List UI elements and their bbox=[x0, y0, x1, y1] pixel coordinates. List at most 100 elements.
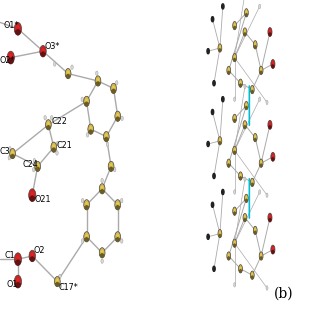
Wedge shape bbox=[259, 256, 263, 260]
Wedge shape bbox=[272, 247, 274, 250]
Text: O1: O1 bbox=[6, 280, 18, 289]
Text: O3*: O3* bbox=[45, 42, 60, 51]
Wedge shape bbox=[234, 148, 236, 150]
Wedge shape bbox=[56, 279, 59, 282]
Circle shape bbox=[59, 283, 62, 288]
Circle shape bbox=[259, 252, 263, 260]
Wedge shape bbox=[269, 215, 271, 218]
Wedge shape bbox=[84, 205, 89, 210]
Text: O2: O2 bbox=[33, 246, 45, 255]
Circle shape bbox=[115, 232, 121, 242]
Text: C1: C1 bbox=[4, 252, 15, 260]
Circle shape bbox=[218, 44, 222, 52]
Wedge shape bbox=[11, 151, 14, 154]
Wedge shape bbox=[244, 123, 246, 125]
Circle shape bbox=[84, 96, 89, 107]
Circle shape bbox=[250, 178, 254, 187]
Circle shape bbox=[243, 121, 247, 129]
Wedge shape bbox=[234, 241, 236, 243]
Wedge shape bbox=[244, 106, 248, 110]
Circle shape bbox=[108, 161, 114, 172]
Circle shape bbox=[8, 156, 11, 160]
Circle shape bbox=[121, 116, 123, 121]
Circle shape bbox=[213, 81, 215, 86]
Circle shape bbox=[81, 198, 84, 203]
Wedge shape bbox=[16, 278, 20, 282]
Wedge shape bbox=[234, 23, 236, 26]
Circle shape bbox=[96, 71, 98, 76]
Circle shape bbox=[268, 213, 272, 222]
Circle shape bbox=[234, 283, 236, 287]
Circle shape bbox=[71, 65, 73, 69]
Wedge shape bbox=[228, 68, 230, 70]
Wedge shape bbox=[10, 154, 15, 159]
Wedge shape bbox=[251, 87, 253, 90]
Wedge shape bbox=[259, 70, 263, 75]
Wedge shape bbox=[233, 211, 236, 215]
Circle shape bbox=[29, 250, 36, 262]
Wedge shape bbox=[245, 196, 247, 198]
Circle shape bbox=[120, 198, 123, 203]
Circle shape bbox=[35, 161, 41, 172]
Wedge shape bbox=[85, 234, 88, 237]
Wedge shape bbox=[85, 202, 88, 205]
Circle shape bbox=[54, 276, 60, 287]
Wedge shape bbox=[218, 234, 222, 238]
Wedge shape bbox=[55, 282, 60, 287]
Circle shape bbox=[244, 101, 248, 110]
Wedge shape bbox=[97, 78, 100, 81]
Circle shape bbox=[59, 274, 61, 279]
Wedge shape bbox=[251, 182, 254, 187]
Circle shape bbox=[239, 79, 243, 87]
Wedge shape bbox=[36, 164, 39, 166]
Circle shape bbox=[239, 172, 243, 180]
Wedge shape bbox=[268, 218, 272, 222]
Wedge shape bbox=[244, 30, 246, 32]
Wedge shape bbox=[233, 150, 236, 155]
Circle shape bbox=[53, 62, 56, 66]
Circle shape bbox=[271, 152, 275, 161]
Wedge shape bbox=[112, 86, 115, 88]
Wedge shape bbox=[16, 256, 20, 259]
Wedge shape bbox=[251, 275, 254, 279]
Wedge shape bbox=[100, 189, 105, 194]
Wedge shape bbox=[253, 230, 257, 235]
Circle shape bbox=[40, 45, 46, 57]
Circle shape bbox=[233, 207, 236, 215]
Wedge shape bbox=[116, 202, 119, 205]
Circle shape bbox=[101, 259, 103, 263]
Wedge shape bbox=[116, 113, 119, 116]
Wedge shape bbox=[31, 253, 34, 256]
Wedge shape bbox=[104, 137, 109, 142]
Circle shape bbox=[111, 83, 116, 93]
Circle shape bbox=[29, 189, 36, 202]
Wedge shape bbox=[101, 250, 104, 253]
Circle shape bbox=[33, 158, 36, 163]
Wedge shape bbox=[233, 26, 236, 30]
Wedge shape bbox=[254, 228, 256, 230]
Circle shape bbox=[9, 147, 11, 151]
Wedge shape bbox=[52, 144, 55, 147]
Text: O21: O21 bbox=[34, 195, 51, 204]
Wedge shape bbox=[16, 25, 20, 29]
Wedge shape bbox=[47, 122, 50, 125]
Circle shape bbox=[65, 68, 71, 79]
Wedge shape bbox=[111, 88, 116, 93]
Wedge shape bbox=[239, 269, 242, 273]
Wedge shape bbox=[243, 125, 247, 129]
Wedge shape bbox=[89, 126, 92, 129]
Wedge shape bbox=[233, 243, 236, 247]
Wedge shape bbox=[35, 166, 40, 172]
Wedge shape bbox=[271, 250, 275, 254]
Wedge shape bbox=[29, 256, 35, 262]
Text: C24: C24 bbox=[22, 160, 38, 169]
Wedge shape bbox=[108, 166, 114, 172]
Wedge shape bbox=[85, 99, 88, 101]
Circle shape bbox=[84, 232, 90, 242]
Circle shape bbox=[84, 200, 90, 210]
Wedge shape bbox=[234, 55, 236, 58]
Circle shape bbox=[250, 271, 254, 279]
Wedge shape bbox=[268, 125, 272, 129]
Wedge shape bbox=[259, 163, 263, 167]
Circle shape bbox=[233, 239, 236, 247]
